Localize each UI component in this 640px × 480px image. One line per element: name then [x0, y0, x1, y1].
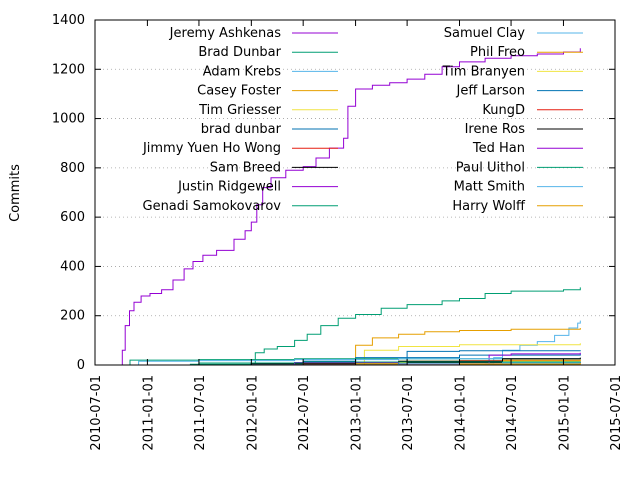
- legend-label-phil-freo: Phil Freo: [470, 45, 525, 60]
- y-tick-label: 1400: [52, 13, 85, 28]
- y-tick-label: 600: [60, 210, 85, 225]
- plot-frame: [94, 19, 616, 366]
- legend-label-ted-han: Ted Han: [472, 141, 525, 156]
- series-lines: [120, 48, 581, 366]
- axis-ticks: 0 200 400 600 800 1000 1200 1400 2010-07-01 2011-…: [52, 13, 624, 451]
- legend-label-paul-uithol: Paul Uithol: [456, 160, 525, 175]
- y-tick-label: 400: [60, 259, 85, 274]
- series-line-casey-foster: [346, 328, 581, 366]
- grid-lines: [95, 68, 615, 317]
- x-tick-label: 2010-07-01: [89, 375, 104, 451]
- legend-label-genadi-samokovarov: Genadi Samokovarov: [143, 199, 282, 214]
- x-tick-label: 2014-01-01: [454, 375, 469, 451]
- legend: Jeremy Ashkenas Brad Dunbar Adam Krebs Case…: [142, 26, 583, 214]
- legend-label-brad-dunbar: Brad Dunbar: [198, 45, 281, 60]
- legend-label-kungd: KungD: [482, 103, 525, 118]
- legend-label-jeff-larson: Jeff Larson: [456, 84, 525, 99]
- x-tick-label: 2014-07-01: [505, 375, 520, 451]
- y-tick-label: 1000: [52, 112, 85, 127]
- series-line-brad-dunbar: [147, 287, 581, 366]
- y-axis-label: Commits: [8, 164, 23, 222]
- x-tick-label: 2011-07-01: [193, 375, 208, 451]
- legend-label-tim-branyen: Tim Branyen: [442, 64, 525, 79]
- legend-label-jeremy-ashkenas: Jeremy Ashkenas: [169, 26, 282, 41]
- x-tick-label: 2012-01-01: [245, 375, 260, 451]
- y-tick-label: 1200: [52, 62, 85, 77]
- x-tick-label: 2015-01-01: [557, 375, 572, 451]
- x-tick-label: 2013-01-01: [350, 375, 365, 451]
- x-tick-label: 2015-07-01: [609, 375, 624, 451]
- legend-label-sam-breed: Sam Breed: [210, 160, 281, 175]
- y-tick-label: 800: [60, 161, 85, 176]
- legend-label-harry-wolff: Harry Wolff: [452, 199, 526, 214]
- x-tick-label: 2011-01-01: [141, 375, 156, 451]
- x-tick-label: 2012-07-01: [297, 375, 312, 451]
- legend-label-brad-dunbar: brad dunbar: [201, 122, 282, 137]
- legend-label-irene-ros: Irene Ros: [465, 122, 526, 137]
- series-line-samuel-clay: [121, 358, 581, 366]
- legend-label-justin-ridgewell: Justin Ridgewell: [177, 180, 281, 195]
- x-tick-label: 2013-07-01: [401, 375, 416, 451]
- y-tick-label: 200: [60, 309, 85, 324]
- legend-label-jimmy-yuen-ho-wong: Jimmy Yuen Ho Wong: [142, 141, 281, 156]
- legend-label-casey-foster: Casey Foster: [197, 84, 281, 99]
- series-line-jeremy-ashkenas: [120, 48, 581, 366]
- legend-label-tim-griesser: Tim Griesser: [198, 103, 282, 118]
- legend-label-matt-smith: Matt Smith: [454, 180, 525, 195]
- legend-label-adam-krebs: Adam Krebs: [203, 64, 282, 79]
- legend-label-samuel-clay: Samuel Clay: [444, 26, 526, 41]
- y-tick-label: 0: [77, 358, 85, 373]
